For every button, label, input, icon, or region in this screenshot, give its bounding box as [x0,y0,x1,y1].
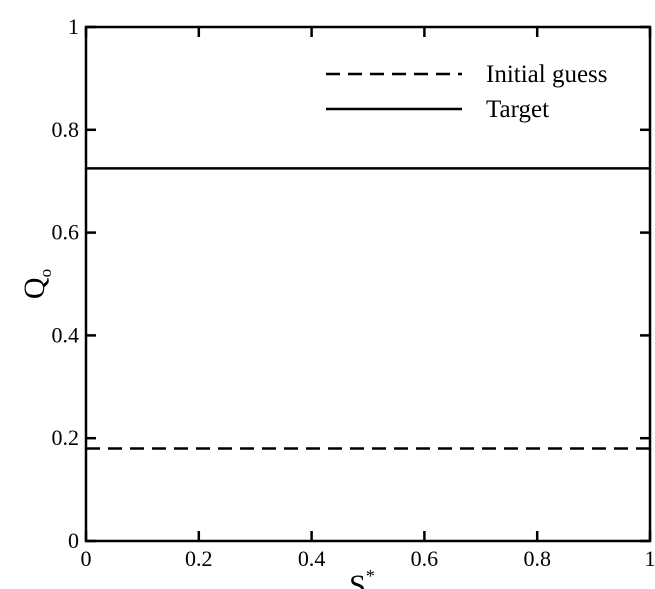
x-tick-label: 0.2 [185,546,213,571]
y-tick-label: 0.6 [52,220,80,245]
ticks-layer: 0 0.2 0.4 0.6 0.8 1 0 0.2 0.4 0.6 0.8 1 [52,14,655,571]
series-layer [86,167,650,450]
x-tick-label: 0.4 [298,546,326,571]
x-axis-title-superscript: * [366,566,375,586]
y-tick-label: 1 [68,14,79,39]
x-axis-title-main: S [349,569,366,589]
y-tick-label: 0 [68,528,79,553]
x-tick-label: 0.8 [523,546,551,571]
plot-frame [84,25,652,543]
y-tick-label: 0.4 [52,322,80,347]
legend: Initial guess Target [326,61,608,123]
x-axis-title: S* [349,566,375,589]
x-tick-label: 0 [81,546,92,571]
legend-label-initial-guess: Initial guess [486,61,608,88]
legend-label-target: Target [486,96,549,123]
y-axis-title-subscript: o [36,269,55,278]
y-axis-title: Qo [18,269,55,299]
y-axis-title-main: Q [18,277,51,299]
x-tick-label: 1 [645,546,655,571]
y-tick-label: 0.8 [52,117,80,142]
x-tick-label: 0.6 [411,546,439,571]
y-tick-label: 0.2 [52,425,80,450]
